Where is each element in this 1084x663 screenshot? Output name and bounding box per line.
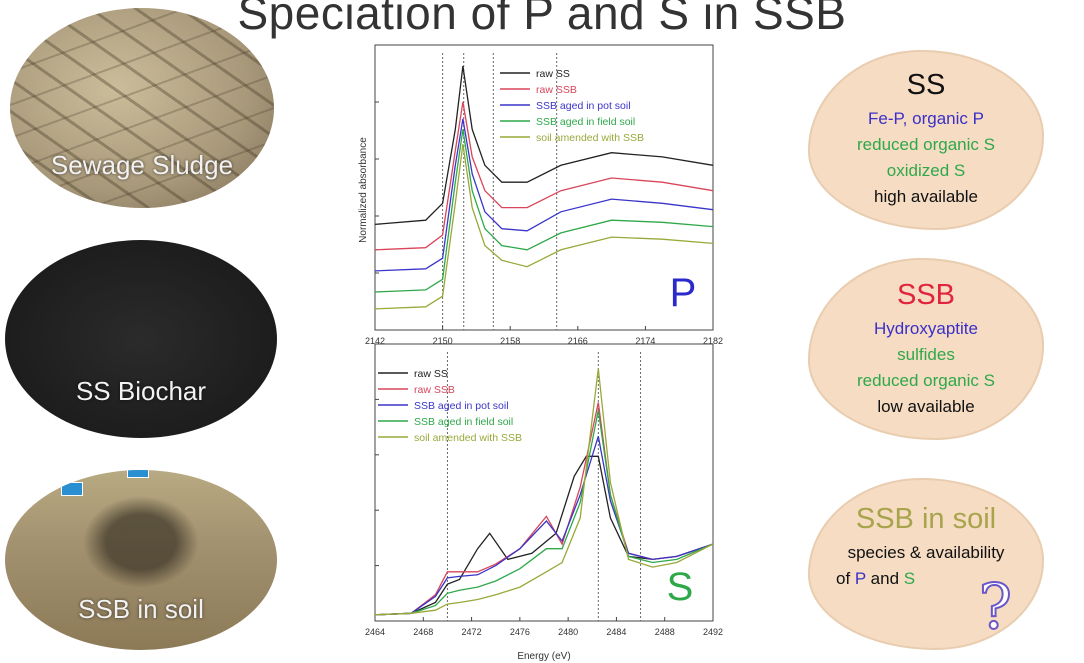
- sewage-sludge-photo: Sewage Sludge: [10, 8, 274, 208]
- p-legend-label: raw SSB: [536, 84, 577, 96]
- p-plot-frame: [374, 44, 714, 331]
- s-series-line: [374, 368, 714, 616]
- ssb-in-soil-label: SSB in soil: [78, 594, 204, 624]
- s-element-label: S: [667, 565, 694, 609]
- ssb-info-cloud: SSB Hydroxyaptite sulfides reduced organ…: [808, 258, 1044, 440]
- s-spectra-panel: 2464 2468 2472 2476 2480 2484 2488 2492 raw SS r…: [365, 343, 723, 662]
- ssb-in-soil-cloud-line-2: of P and S: [808, 566, 1044, 592]
- ss-cloud-line-3: oxidized S: [886, 161, 966, 180]
- p-ylabel: Normalized absorbance: [358, 137, 369, 243]
- ss-cloud-line-1: Fe-P, organic P: [868, 109, 984, 128]
- ssb-cloud-line-2: sulfides: [897, 345, 955, 364]
- p-legend-label: raw SS: [536, 68, 570, 80]
- s-plot-frame: [374, 343, 714, 622]
- s-legend-label: soil amended with SSB: [414, 432, 522, 444]
- p-series-line: [374, 144, 714, 310]
- s-legend-label: SSB aged in pot soil: [414, 400, 509, 412]
- p-x-tick-label: 2182: [703, 336, 723, 346]
- sewage-sludge-label: Sewage Sludge: [50, 150, 234, 180]
- and-text: and: [865, 569, 904, 588]
- p-legend-label: soil amended with SSB: [536, 132, 644, 144]
- p-spectra-panel: 2142 2150 2158 2166 2174 2182 raw SS raw SSB SS…: [358, 44, 723, 346]
- p-element-label: P: [670, 271, 697, 315]
- s-x-tick-label: 2464: [365, 627, 385, 637]
- p-text: P: [854, 569, 866, 588]
- p-legend-label: SSB aged in field soil: [536, 116, 635, 128]
- ss-cloud-line-2: reduced organic S: [857, 135, 995, 154]
- ss-biochar-photo: SS Biochar: [5, 240, 277, 438]
- s-x-tick-label: 2488: [655, 627, 675, 637]
- s-legend-label: SSB aged in field soil: [414, 416, 513, 428]
- ssb-in-soil-info-cloud: SSB in soil species & availability of P …: [808, 478, 1044, 650]
- ss-cloud-line-4: high available: [874, 187, 978, 206]
- ssb-in-soil-photo: SSB in soil: [5, 470, 277, 650]
- p-x-tick-label: 2150: [433, 336, 453, 346]
- s-xlabel: Energy (eV): [517, 651, 570, 662]
- field-sign-icon: [127, 470, 149, 478]
- s-text: S: [903, 569, 916, 588]
- ssb-in-soil-cloud-title: SSB in soil: [855, 503, 997, 535]
- ssb-cloud-line-4: low available: [877, 397, 975, 416]
- ss-cloud-title: SS: [906, 69, 946, 101]
- ss-info-cloud: SS Fe-P, organic P reduced organic S oxi…: [808, 50, 1044, 230]
- p-series-line: [374, 129, 714, 293]
- ss-biochar-label: SS Biochar: [75, 376, 207, 406]
- p-x-tick-label: 2158: [500, 336, 520, 346]
- ssb-cloud-line-3: reduced organic S: [857, 371, 995, 390]
- s-x-tick-label: 2492: [703, 627, 723, 637]
- p-series-line: [374, 118, 714, 272]
- p-x-tick-label: 2166: [568, 336, 588, 346]
- p-series-line: [374, 66, 714, 226]
- s-legend-label: raw SSB: [414, 384, 455, 396]
- s-x-tick-label: 2476: [510, 627, 530, 637]
- s-x-tick-label: 2472: [462, 627, 482, 637]
- page-title: Speciation of P and S in SSB: [237, 0, 847, 39]
- field-sign-icon: [61, 482, 83, 496]
- s-series-line: [374, 410, 714, 616]
- p-x-tick-label: 2174: [635, 336, 655, 346]
- s-x-tick-label: 2484: [606, 627, 626, 637]
- s-x-tick-label: 2468: [413, 627, 433, 637]
- s-x-tick-label: 2480: [558, 627, 578, 637]
- p-x-tick-label: 2142: [365, 336, 385, 346]
- p-legend-label: SSB aged in pot soil: [536, 100, 631, 112]
- ssb-cloud-title: SSB: [896, 279, 956, 311]
- p-series-line: [374, 101, 714, 251]
- question-mark-icon: ?: [978, 570, 1013, 643]
- ssb-cloud-line-1: Hydroxyaptite: [874, 319, 978, 338]
- of-text: of: [836, 569, 855, 588]
- s-legend-label: raw SS: [414, 368, 448, 380]
- ssb-in-soil-cloud-line-1: species & availability: [847, 543, 1005, 562]
- s-series-line: [374, 436, 714, 616]
